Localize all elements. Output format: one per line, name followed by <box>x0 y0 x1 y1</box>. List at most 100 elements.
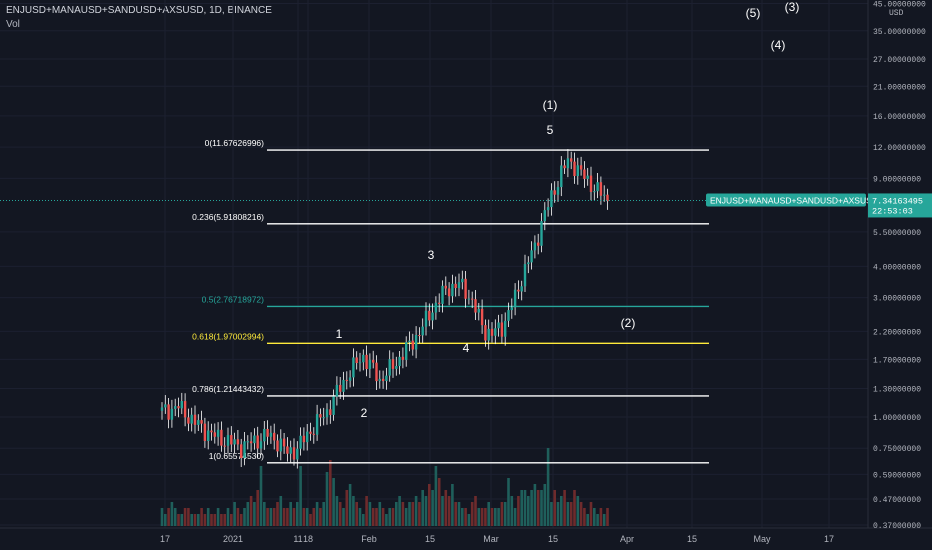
candle-body <box>603 194 606 196</box>
volume-bar <box>385 514 388 526</box>
volume-bar <box>358 508 362 526</box>
symbol-title[interactable]: ENJUSD+MANAUSD+SANDUSD+AXSUSD, 1D, BINAN… <box>6 5 272 16</box>
volume-bar <box>170 502 174 526</box>
candle-body <box>378 378 381 382</box>
volume-bar <box>329 460 332 526</box>
volume-bar <box>583 508 586 526</box>
volume-bar <box>474 496 477 526</box>
price-tick-label: 5.50000000 <box>873 229 921 238</box>
fib-retracement[interactable]: 0(11.67626996) 0.236(5.91808216) 0.5(2.767… <box>192 138 709 464</box>
volume-bar <box>173 508 177 526</box>
volume-bar <box>243 508 246 526</box>
volume-bar <box>276 502 279 526</box>
volume-bar <box>540 490 543 526</box>
elliott-wave-labels[interactable]: (1) 5 3 1 4 2 (2) (3) (4) (5) <box>336 0 800 420</box>
volume-bar <box>464 508 467 526</box>
candle-body <box>418 334 421 336</box>
price-tick-label: 1.70000000 <box>873 356 921 365</box>
candle-body <box>606 194 609 202</box>
candle-body <box>180 401 183 409</box>
candle-body <box>325 409 329 418</box>
candle-body <box>253 435 256 444</box>
fib-level-label: 0(11.67626996) <box>205 138 265 148</box>
price-axis[interactable]: 45.00000000 35.00000000 27.00000000 21.0000… <box>873 1 926 532</box>
price-tick-label: 1.30000000 <box>873 385 921 394</box>
time-tick-label: 17 <box>824 534 834 544</box>
candle-body <box>570 158 573 162</box>
candle-body <box>385 375 388 382</box>
volume-bar <box>556 502 560 526</box>
candle-body <box>233 439 236 445</box>
volume-bar <box>404 508 408 526</box>
candle-body <box>352 357 355 378</box>
candle-body <box>490 328 494 336</box>
candle-body <box>193 414 197 425</box>
candle-body <box>263 428 266 442</box>
candle-body <box>210 430 213 433</box>
volume-bar <box>230 514 233 526</box>
candle-body <box>391 359 395 369</box>
volume-bar <box>398 496 401 526</box>
candle-body <box>322 417 325 419</box>
candle-body <box>599 182 603 196</box>
candle-body <box>177 406 180 409</box>
candle-body <box>213 432 216 437</box>
candle-body <box>543 210 546 222</box>
candle-body <box>286 446 289 454</box>
candle-body <box>299 435 302 449</box>
volume-bar <box>345 490 349 526</box>
volume-bar <box>335 496 339 526</box>
candle-body <box>434 302 438 313</box>
wave-label: 1 <box>336 327 343 341</box>
chart-header: ENJUSD+MANAUSD+SANDUSD+AXSUSD, 1D, BINAN… <box>6 4 272 32</box>
volume-bar <box>296 502 299 526</box>
candle-body <box>276 440 279 452</box>
volume-bar <box>523 490 527 526</box>
volume-bar <box>200 508 203 526</box>
candle-body <box>441 285 444 304</box>
time-tick-label: Mar <box>483 534 499 544</box>
currency-label: USD <box>889 9 904 18</box>
candle-body <box>266 428 269 437</box>
time-tick-label: Feb <box>361 534 377 544</box>
volume-bar <box>223 514 226 526</box>
candle-body <box>480 308 484 326</box>
candle-body <box>355 357 358 364</box>
volume-bar <box>424 496 428 526</box>
candle-body <box>537 242 540 246</box>
candle-body <box>477 308 480 313</box>
candle-body <box>319 414 322 418</box>
volume-indicator-label[interactable]: Vol <box>6 19 20 30</box>
candle-body <box>593 191 596 193</box>
time-tick-label: 15 <box>548 534 558 544</box>
candle-body <box>375 362 378 382</box>
volume-bar <box>467 514 471 526</box>
volume-bar <box>503 502 507 526</box>
candle-body <box>368 359 372 370</box>
candle-body <box>444 285 447 289</box>
volume-bar <box>573 490 576 526</box>
volume-bar <box>279 496 283 526</box>
volume-bar <box>352 496 355 526</box>
candle-body <box>315 414 319 435</box>
price-tick-label: 0.47000000 <box>873 496 921 505</box>
volume-bar <box>269 508 273 526</box>
price-badge: ENJUSD+MANAUSD+SANDUSD+AXSUSD7.341634952… <box>706 193 932 218</box>
volume-bar <box>239 514 243 526</box>
volume-bar <box>602 514 606 526</box>
candle-body <box>484 325 487 341</box>
volume-bar <box>589 502 593 526</box>
volume-bar <box>546 448 550 526</box>
volume-bar <box>309 514 312 526</box>
volume-bar <box>249 496 253 526</box>
volume-bar <box>490 508 494 526</box>
time-axis[interactable]: 17 2021 11 18 Feb 15 Mar 15 Apr 15 May 17 <box>160 534 834 544</box>
candle-body <box>428 310 431 321</box>
candle-body <box>447 288 451 297</box>
volume-bar <box>236 508 240 526</box>
candle-body <box>220 429 223 446</box>
candle-body <box>183 401 187 418</box>
volume-bar <box>596 514 599 526</box>
volume-bar <box>177 514 180 526</box>
